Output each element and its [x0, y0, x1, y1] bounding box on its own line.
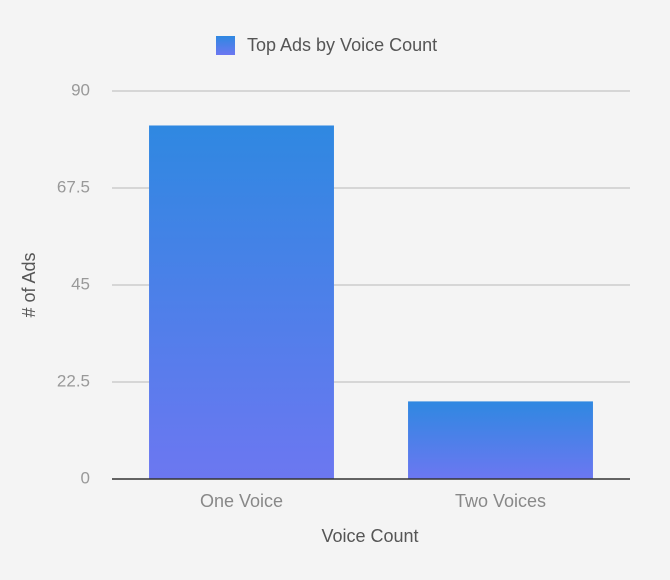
bar	[149, 125, 334, 479]
x-tick-label: One Voice	[200, 491, 283, 511]
y-tick-label: 0	[81, 468, 90, 487]
x-axis-title: Voice Count	[321, 526, 418, 546]
y-tick-label: 90	[71, 80, 90, 99]
y-axis-title: # of Ads	[19, 252, 39, 317]
y-tick-label: 67.5	[57, 177, 90, 196]
legend-label[interactable]: Top Ads by Voice Count	[247, 35, 437, 55]
y-tick-label: 45	[71, 274, 90, 293]
bar	[408, 401, 593, 479]
y-tick-label: 22.5	[57, 371, 90, 390]
legend-swatch[interactable]	[216, 36, 235, 55]
x-tick-label: Two Voices	[455, 491, 546, 511]
